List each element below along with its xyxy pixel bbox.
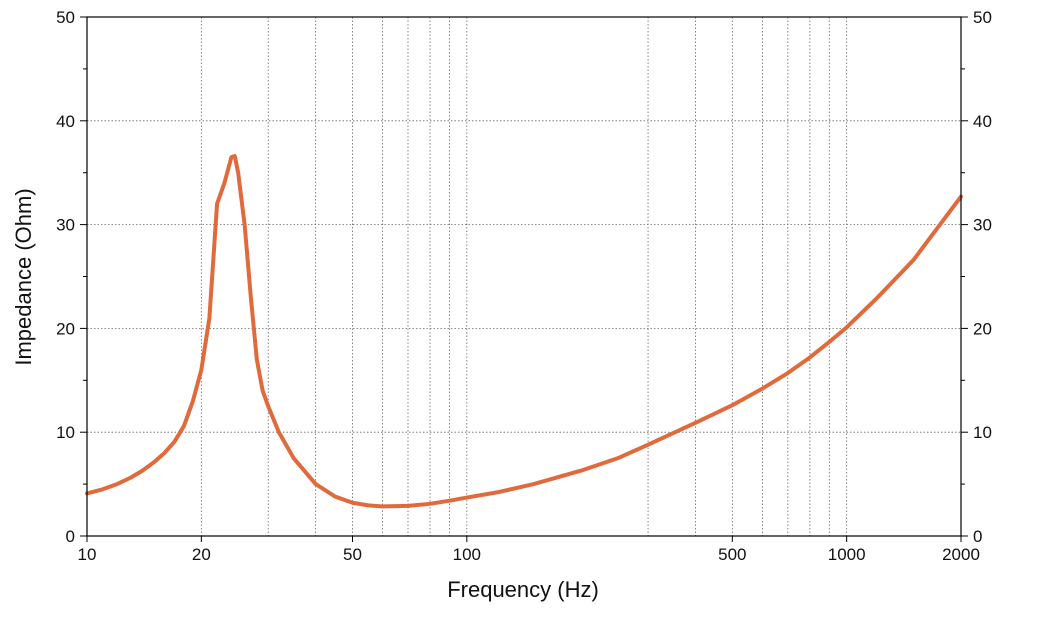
x-tick-label: 100 (453, 545, 481, 564)
y-tick-label-left: 20 (56, 319, 75, 338)
y-tick-label-left: 40 (56, 112, 75, 131)
series-layer (85, 154, 963, 509)
x-tick-label: 20 (192, 545, 211, 564)
x-tick-label: 10 (78, 545, 97, 564)
y-tick-label-left: 0 (66, 527, 75, 546)
y-tick-label-left: 30 (56, 216, 75, 235)
y-tick-label-right: 30 (973, 216, 992, 235)
x-axis-title: Frequency (Hz) (447, 577, 599, 602)
y-tick-label-right: 10 (973, 423, 992, 442)
y-tick-label-right: 20 (973, 319, 992, 338)
x-tick-label: 50 (343, 545, 362, 564)
x-tick-label: 2000 (942, 545, 980, 564)
y-tick-label-right: 40 (973, 112, 992, 131)
x-tick-label: 1000 (828, 545, 866, 564)
y-tick-label-left: 50 (56, 8, 75, 27)
frame-layer (86, 16, 962, 537)
y-tick-label-right: 0 (973, 527, 982, 546)
x-tick-label: 500 (718, 545, 746, 564)
plot-frame (86, 16, 962, 537)
y-tick-label-left: 10 (56, 423, 75, 442)
y-tick-label-right: 50 (973, 8, 992, 27)
y-axis-title: Impedance (Ohm) (11, 188, 36, 365)
impedance-line (85, 154, 963, 509)
grid-layer (87, 17, 961, 536)
label-layer: Frequency (Hz) Impedance (Ohm) (11, 188, 599, 602)
